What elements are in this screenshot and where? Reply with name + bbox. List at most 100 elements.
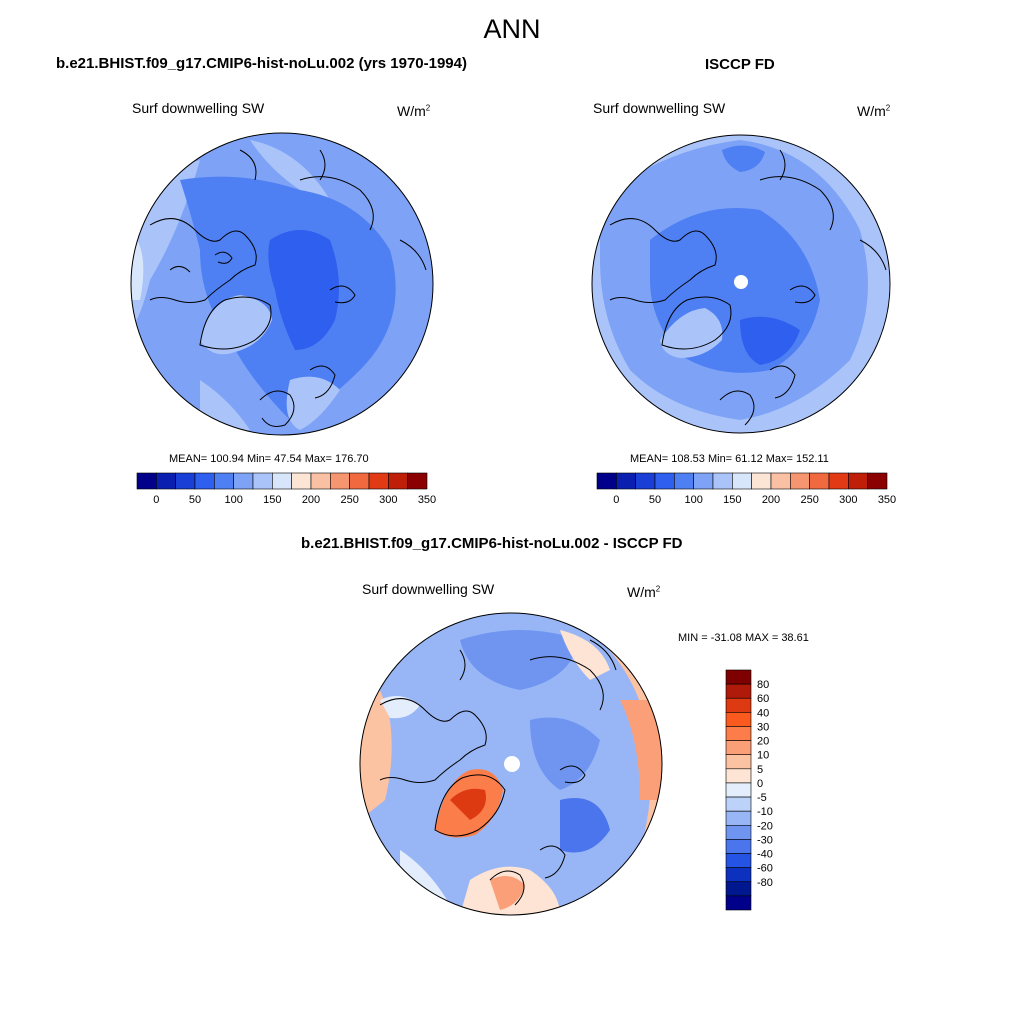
colorbar-swatch (194, 472, 215, 490)
colorbar-tick-label: 30 (757, 721, 769, 733)
colorbar-swatch (272, 472, 292, 490)
colorbar-tick-label: 300 (379, 494, 397, 506)
colorbar-tick-label: 200 (762, 494, 780, 506)
map-diff-border (359, 612, 663, 916)
colorbar-swatch (654, 472, 675, 490)
colorbar-swatch (790, 472, 810, 490)
colorbar-swatch (725, 839, 752, 854)
colorbar-swatch (291, 472, 312, 490)
panel-2-title: ISCCP FD (705, 56, 775, 73)
colorbar-swatch (751, 472, 772, 490)
colorbar-swatch (725, 768, 752, 784)
panel-2-variable: Surf downwelling SW (593, 100, 726, 116)
colorbar-tick-label: 350 (418, 494, 436, 506)
colorbar-swatch (725, 754, 752, 770)
colorbar-swatch (867, 472, 888, 490)
figure-title: ANN (483, 14, 541, 44)
colorbar-tick-label: 300 (839, 494, 857, 506)
map-model (130, 132, 434, 436)
colorbar-tick-label: 20 (757, 736, 769, 748)
colorbar-swatch (725, 697, 752, 713)
colorbar-swatch (732, 472, 752, 490)
colorbar-tick-label: 0 (613, 494, 619, 506)
panel-3-variable: Surf downwelling SW (362, 581, 495, 597)
colorbar-tick-label: 150 (723, 494, 741, 506)
colorbar-tick-label: 40 (757, 707, 769, 719)
colorbar-swatch (725, 669, 752, 685)
colorbar-swatch (725, 867, 752, 883)
colorbar-swatch (725, 712, 752, 727)
panel-1-variable: Surf downwelling SW (132, 100, 265, 116)
colorbar-swatch (136, 472, 157, 490)
colorbar-tick-label: 50 (189, 494, 201, 506)
colorbar-swatch (725, 740, 752, 756)
colorbar-tick-label: 0 (153, 494, 159, 506)
colorbar-tick-label: 250 (340, 494, 358, 506)
colorbar-swatch (388, 472, 408, 490)
colorbar-tick-label: 150 (263, 494, 281, 506)
map-obs-pole-gap (734, 275, 748, 289)
map-obs (591, 134, 891, 434)
colorbar-swatch (828, 472, 849, 490)
colorbar-swatch (725, 853, 752, 868)
colorbar-swatch (175, 472, 196, 490)
panel-1-stats: MEAN= 100.94 Min= 47.54 Max= 176.70 (169, 453, 369, 465)
colorbar-swatch (368, 472, 389, 490)
colorbar-tick-label: -5 (757, 792, 767, 804)
colorbar-tick-label: -10 (757, 806, 773, 818)
map-model-border (130, 132, 434, 436)
colorbar-swatch (233, 472, 254, 490)
panel-3-stats: MIN = -31.08 MAX = 38.61 (678, 632, 809, 644)
colorbar-swatch (596, 472, 617, 490)
colorbar-swatch (616, 472, 636, 490)
colorbar-swatch (349, 472, 370, 490)
colorbar-tick-label: 100 (224, 494, 242, 506)
colorbar-tick-label: 0 (757, 778, 763, 790)
colorbar-obs: 0 50 100 150 200 250 300 350 (596, 472, 896, 506)
panel-1-title: b.e21.BHIST.f09_g17.CMIP6-hist-noLu.002 … (56, 55, 467, 72)
colorbar-swatch (635, 472, 656, 490)
colorbar-swatch (725, 782, 752, 798)
colorbar-tick-label: 5 (757, 764, 763, 776)
panel-3-title: b.e21.BHIST.f09_g17.CMIP6-hist-noLu.002 … (301, 535, 683, 552)
colorbar-swatch (252, 472, 273, 490)
colorbar-swatch (725, 881, 752, 897)
panel-2-units: W/m2 (857, 103, 891, 119)
colorbar-tick-label: 80 (757, 679, 769, 691)
colorbar-swatch (156, 472, 176, 490)
colorbar-tick-label: -40 (757, 849, 773, 861)
panel-2-stats: MEAN= 108.53 Min= 61.12 Max= 152.11 (630, 453, 829, 465)
colorbar-swatch (725, 796, 752, 812)
colorbar-tick-label: -20 (757, 820, 773, 832)
colorbar-swatch (848, 472, 868, 490)
colorbar-model: 0 50 100 150 200 250 300 350 (136, 472, 436, 506)
colorbar-tick-label: 100 (684, 494, 702, 506)
colorbar-swatch (330, 472, 350, 490)
colorbar-tick-label: 50 (649, 494, 661, 506)
panel-3-units: W/m2 (627, 584, 661, 600)
colorbar-tick-label: 350 (878, 494, 896, 506)
map-obs-border (591, 134, 891, 434)
colorbar-swatch (725, 683, 752, 699)
colorbar-diff: 80 60 40 30 20 10 5 0 -5 -10 -20 -30 -40 -60 -80 (725, 669, 773, 911)
colorbar-tick-label: 200 (302, 494, 320, 506)
colorbar-swatch (770, 472, 791, 490)
colorbar-swatch (712, 472, 733, 490)
colorbar-tick-label: -30 (757, 834, 773, 846)
colorbar-swatch (674, 472, 694, 490)
panel-1-units: W/m2 (397, 103, 431, 119)
colorbar-tick-label: -60 (757, 863, 773, 875)
colorbar-swatch (725, 726, 752, 741)
colorbar-tick-label: 10 (757, 750, 769, 762)
map-diff-pole-gap (504, 756, 520, 772)
colorbar-swatch (407, 472, 428, 490)
colorbar-swatch (725, 895, 752, 911)
colorbar-swatch (725, 824, 752, 840)
map-diff (359, 612, 663, 916)
colorbar-tick-label: -80 (757, 877, 773, 889)
colorbar-tick-label: 60 (757, 693, 769, 705)
colorbar-tick-label: 250 (800, 494, 818, 506)
colorbar-swatch (310, 472, 331, 490)
colorbar-swatch (214, 472, 234, 490)
